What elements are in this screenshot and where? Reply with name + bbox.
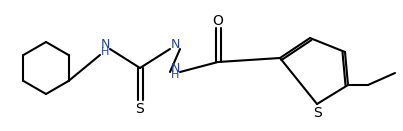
Text: N: N xyxy=(100,39,110,51)
Text: H: H xyxy=(101,47,109,57)
Text: N: N xyxy=(170,61,180,75)
Text: N: N xyxy=(170,39,180,51)
Text: S: S xyxy=(313,106,321,120)
Text: S: S xyxy=(136,102,144,116)
Text: O: O xyxy=(212,14,223,28)
Text: H: H xyxy=(171,70,179,80)
